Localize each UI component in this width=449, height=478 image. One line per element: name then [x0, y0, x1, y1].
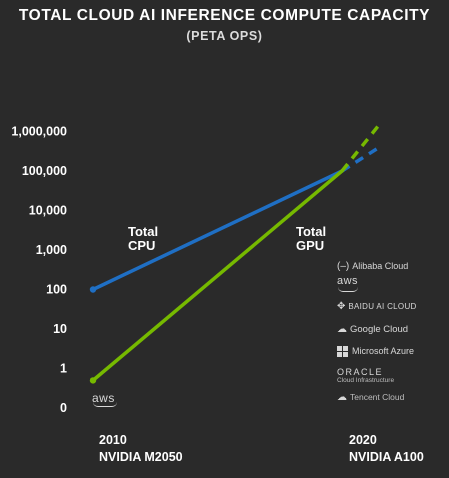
x-category-year: 2020 [349, 433, 377, 447]
series-label-cpu: CPU [128, 238, 155, 253]
provider-tencent: ☁ Tencent Cloud [337, 388, 404, 406]
aws-smile-icon [338, 287, 358, 292]
series-lines [89, 123, 381, 384]
x-category-device: NVIDIA A100 [349, 450, 424, 464]
data-point [89, 286, 97, 293]
aws-smile-icon [93, 402, 117, 407]
y-tick-label: 10,000 [29, 204, 67, 218]
y-axis: 0 1 10 100 1,000 10,000 100,000 1,000,000 [11, 125, 67, 416]
series-line-cpu [91, 169, 344, 292]
provider-oracle-sublabel: Cloud Infrastructure [337, 376, 395, 384]
microsoft-windows-icon [337, 345, 348, 357]
provider-microsoft-label: Microsoft Azure [352, 346, 415, 356]
provider-google: ☁ Google Cloud [337, 320, 408, 338]
provider-alibaba: (–) Alibaba Cloud [337, 257, 408, 275]
y-tick-label: 100,000 [22, 164, 67, 178]
alibaba-bracket-icon: (–) [337, 260, 350, 272]
y-tick-label: 100 [46, 283, 67, 297]
x-category-year: 2010 [99, 433, 127, 447]
y-tick-label: 1,000,000 [11, 125, 67, 139]
cloud-icon: ☁ [337, 323, 347, 335]
provider-baidu-label: BAIDU AI CLOUD [348, 301, 417, 311]
series-label-cpu: Total [128, 224, 158, 239]
provider-aws-label: aws [337, 275, 359, 287]
baidu-paw-icon: ✥ [337, 300, 346, 312]
provider-microsoft: Microsoft Azure [337, 342, 414, 360]
y-tick-label: 1 [60, 362, 67, 376]
series-projection-cpu [341, 145, 381, 173]
provider-aws: aws [337, 275, 358, 295]
aws-logo-bottom: aws [92, 389, 122, 409]
tencent-cloud-icon: ☁ [337, 391, 347, 403]
series-projection-gpu [340, 123, 381, 173]
provider-tencent-label: Tencent Cloud [350, 392, 405, 402]
provider-alibaba-label: Alibaba Cloud [352, 261, 409, 271]
series-label-gpu: GPU [296, 238, 324, 253]
x-axis: 2010 NVIDIA M2050 2020 NVIDIA A100 [99, 433, 424, 464]
chart-subtitle: (PETA OPS) [186, 29, 263, 43]
provider-oracle: ORACLE Cloud Infrastructure [337, 364, 394, 386]
y-tick-label: 1,000 [36, 243, 67, 257]
series-line-gpu [91, 169, 344, 383]
provider-google-label: Google Cloud [350, 323, 409, 335]
y-tick-label: 10 [53, 322, 67, 336]
provider-oracle-label: ORACLE [337, 366, 384, 377]
series-label-gpu: Total [296, 224, 326, 239]
data-point [89, 377, 97, 384]
chart-title: TOTAL CLOUD AI INFERENCE COMPUTE CAPACIT… [18, 7, 431, 24]
x-category-device: NVIDIA M2050 [99, 450, 183, 464]
y-tick-label: 0 [60, 401, 67, 415]
provider-baidu: ✥ BAIDU AI CLOUD [337, 297, 417, 315]
